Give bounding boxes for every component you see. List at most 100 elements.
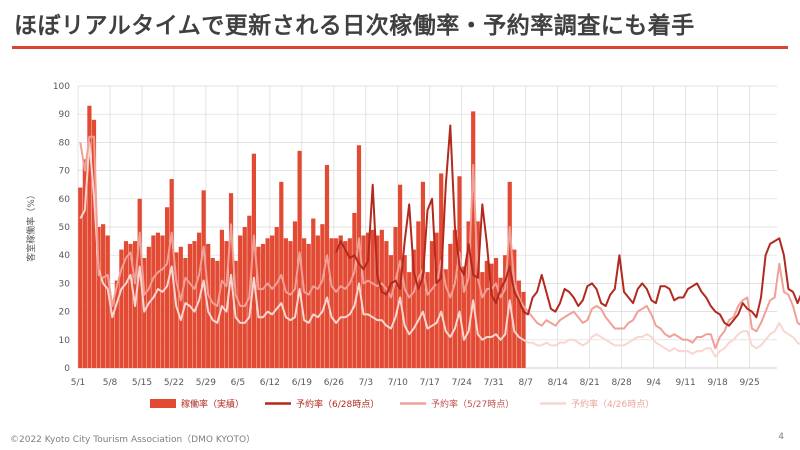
bar-actual	[480, 272, 485, 368]
bar-actual	[137, 198, 142, 368]
bar-actual	[429, 241, 435, 368]
x-tick-label: 6/19	[292, 378, 312, 388]
bar-actual	[283, 238, 288, 368]
x-tick-label: 9/18	[707, 378, 727, 388]
y-tick-label: 50	[59, 223, 71, 233]
bar-actual	[251, 153, 256, 368]
y-tick-label: 30	[59, 279, 71, 289]
x-tick-label: 6/26	[324, 378, 344, 388]
x-tick-label: 5/22	[164, 378, 184, 388]
bar-actual	[78, 187, 83, 368]
x-tick-label: 5/15	[132, 378, 152, 388]
x-tick-label: 6/12	[260, 378, 280, 388]
bar-actual	[366, 232, 371, 368]
bar-actual	[238, 235, 243, 368]
bar-actual	[201, 190, 206, 368]
bar-actual	[356, 145, 362, 368]
bar-actual	[434, 232, 439, 368]
bar-actual	[498, 277, 503, 368]
bar-actual	[493, 258, 499, 368]
bar-actual	[142, 258, 147, 368]
x-tick-label: 5/1	[71, 378, 85, 388]
bar-actual	[183, 258, 188, 368]
bar-actual	[397, 184, 403, 368]
legend-label: 予約率（6/28時点）	[296, 398, 379, 410]
y-axis-ticks: 0 10 20 30 40 50 60 70 80 90 100	[53, 82, 70, 374]
bar-actual	[119, 249, 124, 368]
series-line	[335, 124, 800, 327]
legend-label: 稼働率（実績）	[181, 398, 244, 410]
bar-actual	[443, 269, 448, 368]
bar-actual	[256, 246, 261, 368]
chart-legend: 稼働率（実績） 予約率（6/28時点） 予約率（5/27時点） 予約率（4/26時点）	[150, 398, 654, 410]
bar-actual	[110, 300, 115, 368]
legend-label: 予約率（4/26時点）	[571, 398, 654, 410]
bar-actual	[242, 227, 247, 368]
y-tick-label: 70	[59, 167, 71, 177]
x-tick-label: 8/21	[580, 378, 600, 388]
x-tick-label: 9/25	[739, 378, 759, 388]
bar-actual	[270, 235, 275, 368]
bar-actual	[288, 241, 293, 368]
legend-swatch	[150, 399, 176, 408]
x-tick-label: 7/31	[484, 378, 504, 388]
bar-actual	[128, 243, 133, 368]
y-tick-label: 60	[59, 195, 71, 205]
y-tick-label: 20	[59, 308, 71, 318]
bar-actual	[466, 221, 471, 368]
bar-actual	[334, 238, 339, 368]
page-title: ほぼリアルタイムで更新される日次稼働率・予約率調査にも着手	[14, 13, 695, 39]
bar-actual	[407, 272, 412, 368]
x-tick-label: 8/14	[548, 378, 568, 388]
bar-actual	[105, 235, 110, 368]
bar-actual	[489, 263, 494, 368]
bar-actual	[329, 238, 334, 368]
bar-actual	[370, 229, 375, 368]
bar-actual	[338, 235, 343, 368]
bar-actual	[91, 119, 97, 368]
bar-actual	[292, 221, 298, 368]
bar-actual	[393, 227, 398, 368]
bar-actual	[210, 258, 215, 368]
bar-actual	[87, 105, 92, 369]
bar-actual	[384, 241, 389, 368]
x-tick-label: 8/7	[518, 378, 532, 388]
x-tick-label: 7/24	[452, 378, 472, 388]
bar-actual	[484, 260, 489, 368]
y-axis-label: 客室稼働率（%）	[25, 190, 37, 262]
bar-actual	[315, 235, 320, 368]
bar-actual	[448, 243, 453, 368]
bar-actual	[475, 221, 480, 368]
bar-actual	[219, 229, 225, 368]
bar-actual	[425, 272, 430, 368]
bar-actual	[265, 238, 270, 368]
y-tick-label: 0	[64, 364, 70, 374]
bar-actual	[457, 176, 462, 368]
bar-actual	[320, 224, 325, 368]
bar-actual	[82, 159, 87, 368]
series-line	[79, 135, 800, 350]
x-tick-label: 5/8	[103, 378, 118, 388]
bar-actual	[155, 232, 161, 368]
y-tick-label: 40	[59, 251, 71, 261]
bar-actual	[311, 218, 316, 368]
bar-actual	[416, 221, 421, 368]
bar-actual	[260, 243, 266, 368]
reservation-lines	[79, 124, 800, 358]
bar-actual	[379, 229, 384, 368]
bar-actual	[174, 252, 179, 368]
y-tick-label: 100	[53, 82, 70, 92]
x-tick-label: 7/17	[420, 378, 440, 388]
bar-actual	[402, 255, 407, 368]
bar-actual	[521, 291, 526, 368]
bar-actual	[151, 235, 156, 368]
bar-actual	[215, 260, 220, 368]
footer-copyright: ©2022 Kyoto City Tourism Association（DMO…	[10, 435, 256, 445]
series-line	[79, 141, 800, 358]
x-axis-ticks: 5/1 5/8 5/15 5/22 5/29 6/5 6/12 6/19 6/26 7/3 7/10…	[71, 378, 760, 388]
x-tick-label: 7/3	[359, 378, 373, 388]
bar-actual	[114, 280, 119, 368]
x-tick-label: 9/11	[676, 378, 696, 388]
bar-actual	[352, 212, 357, 368]
